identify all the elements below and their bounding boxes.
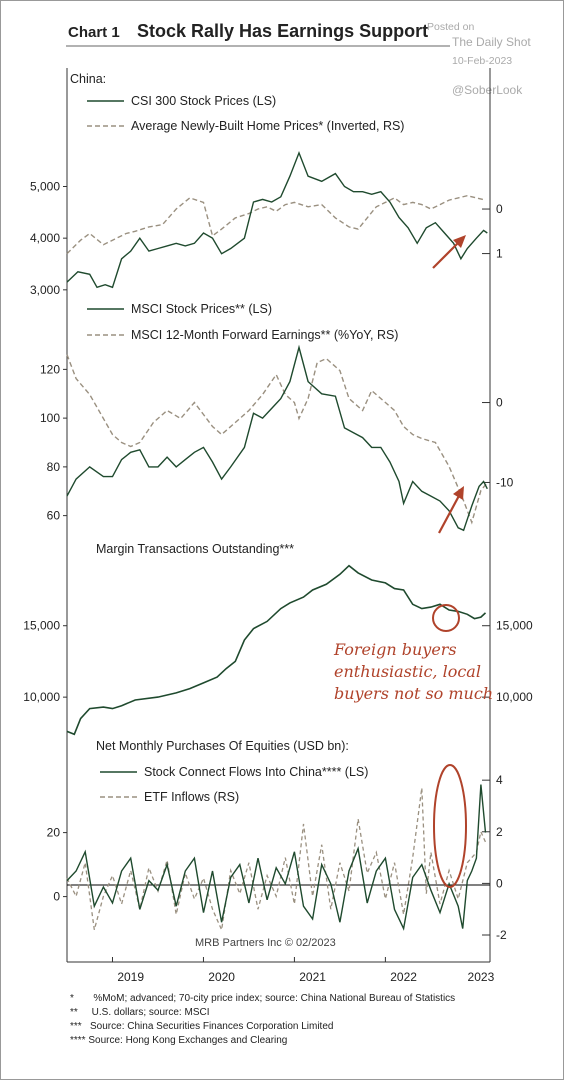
panel4-right-ticks: 4 2 0 -2 [482,773,507,942]
footnote-line: *** Source: China Securities Finances Co… [70,1021,333,1032]
footnotes: * %MoM; advanced; 70-city price index; s… [70,993,455,1046]
left-tick-label: 120 [40,362,60,376]
panel1-right-ticks: 01 [482,202,503,261]
left-tick-label: 60 [47,509,61,523]
chart-label: Chart 1 [68,24,120,41]
left-tick-label: 0 [53,890,60,904]
credit-text: MRB Partners Inc © 02/2023 [195,937,336,949]
panel2-arrow-shaft [438,491,462,534]
panel3-left-ticks: 15,000 10,000 [23,619,67,704]
panel2-solid-series [66,344,488,532]
left-tick-label: 100 [40,411,60,425]
panel4-title: Net Monthly Purchases Of Equities (USD b… [96,739,349,753]
right-tick-label: 0 [496,876,503,890]
footnote-line: **** Source: Hong Kong Exchanges and Cle… [70,1035,287,1046]
panel1-dashed-series [66,194,486,255]
right-tick-label: 2 [496,825,503,839]
x-tick-label: 2021 [299,970,326,984]
right-tick-label: -10 [496,475,514,489]
watermark-handle: @SoberLook [452,83,523,97]
panel2-dashed-series [66,354,488,525]
panel1-legend-dashed: Average Newly-Built Home Prices* (Invert… [131,119,404,133]
chart-title: Stock Rally Has Earnings Support [137,21,428,41]
x-tick-label: 2019 [117,970,144,984]
right-tick-label: -2 [496,928,507,942]
left-tick-label: 4,000 [30,231,60,245]
left-tick-label: 3,000 [30,283,60,297]
x-tick-label: 2023 [468,970,495,984]
x-tick-label: 2022 [390,970,417,984]
x-tick-label: 2020 [208,970,235,984]
panel2-legend-solid: MSCI Stock Prices** (LS) [131,302,272,316]
panel2-left-ticks: 120 100 80 60 [40,362,67,523]
left-tick-label: 80 [47,460,61,474]
panel4-solid-series [66,784,487,931]
panel3-highlight-circle [432,604,460,632]
panel4-legend-dashed: ETF Inflows (RS) [144,790,239,804]
panel2-legend-dashed: MSCI 12-Month Forward Earnings** (%YoY, … [131,328,398,342]
right-tick-label: 1 [496,247,503,261]
annotation-line-3: buyers not so much [334,684,493,703]
panel3-title: Margin Transactions Outstanding*** [96,542,294,556]
panel1-title: China: [70,72,106,86]
x-axis-labels: 2019 2020 2021 2022 2023 [111,957,495,984]
left-tick-label: 20 [47,826,61,840]
footnote-line: * %MoM; advanced; 70-city price index; s… [70,993,455,1004]
watermark-date: 10-Feb-2023 [452,55,512,67]
watermark-posted: Posted on [427,21,474,33]
annotation-line-1: Foreign buyers [333,640,457,659]
left-tick-label: 5,000 [30,180,60,194]
panel2-right-ticks: 0 -10 [482,396,514,489]
right-tick-label: 4 [496,773,503,787]
panel2-arrow-head [453,486,464,500]
panel1-legend-solid: CSI 300 Stock Prices (LS) [131,94,276,108]
panel1-arrow-head [453,235,466,248]
panel3-solid-series [66,564,487,736]
left-tick-label: 15,000 [23,619,60,633]
panel4-highlight-ellipse [433,764,467,888]
left-tick-label: 10,000 [23,690,60,704]
panel4-dashed-series [66,787,487,933]
panel4-left-ticks: 20 0 [47,826,67,904]
right-tick-label: 0 [496,202,503,216]
panel3-right-ticks: 15,000 10,000 [482,619,533,704]
footnote-line: ** U.S. dollars; source: MSCI [70,1007,210,1018]
right-tick-label: 10,000 [496,690,533,704]
right-tick-label: 15,000 [496,619,533,633]
panel4-legend-solid: Stock Connect Flows Into China**** (LS) [144,765,368,779]
panel1-left-ticks: 5,000 4,000 3,000 [30,180,67,297]
annotation-line-2: enthusiastic, local [334,662,481,681]
right-tick-label: 0 [496,396,503,410]
watermark-source: The Daily Shot [452,35,531,49]
panel1-solid-series [66,150,488,289]
